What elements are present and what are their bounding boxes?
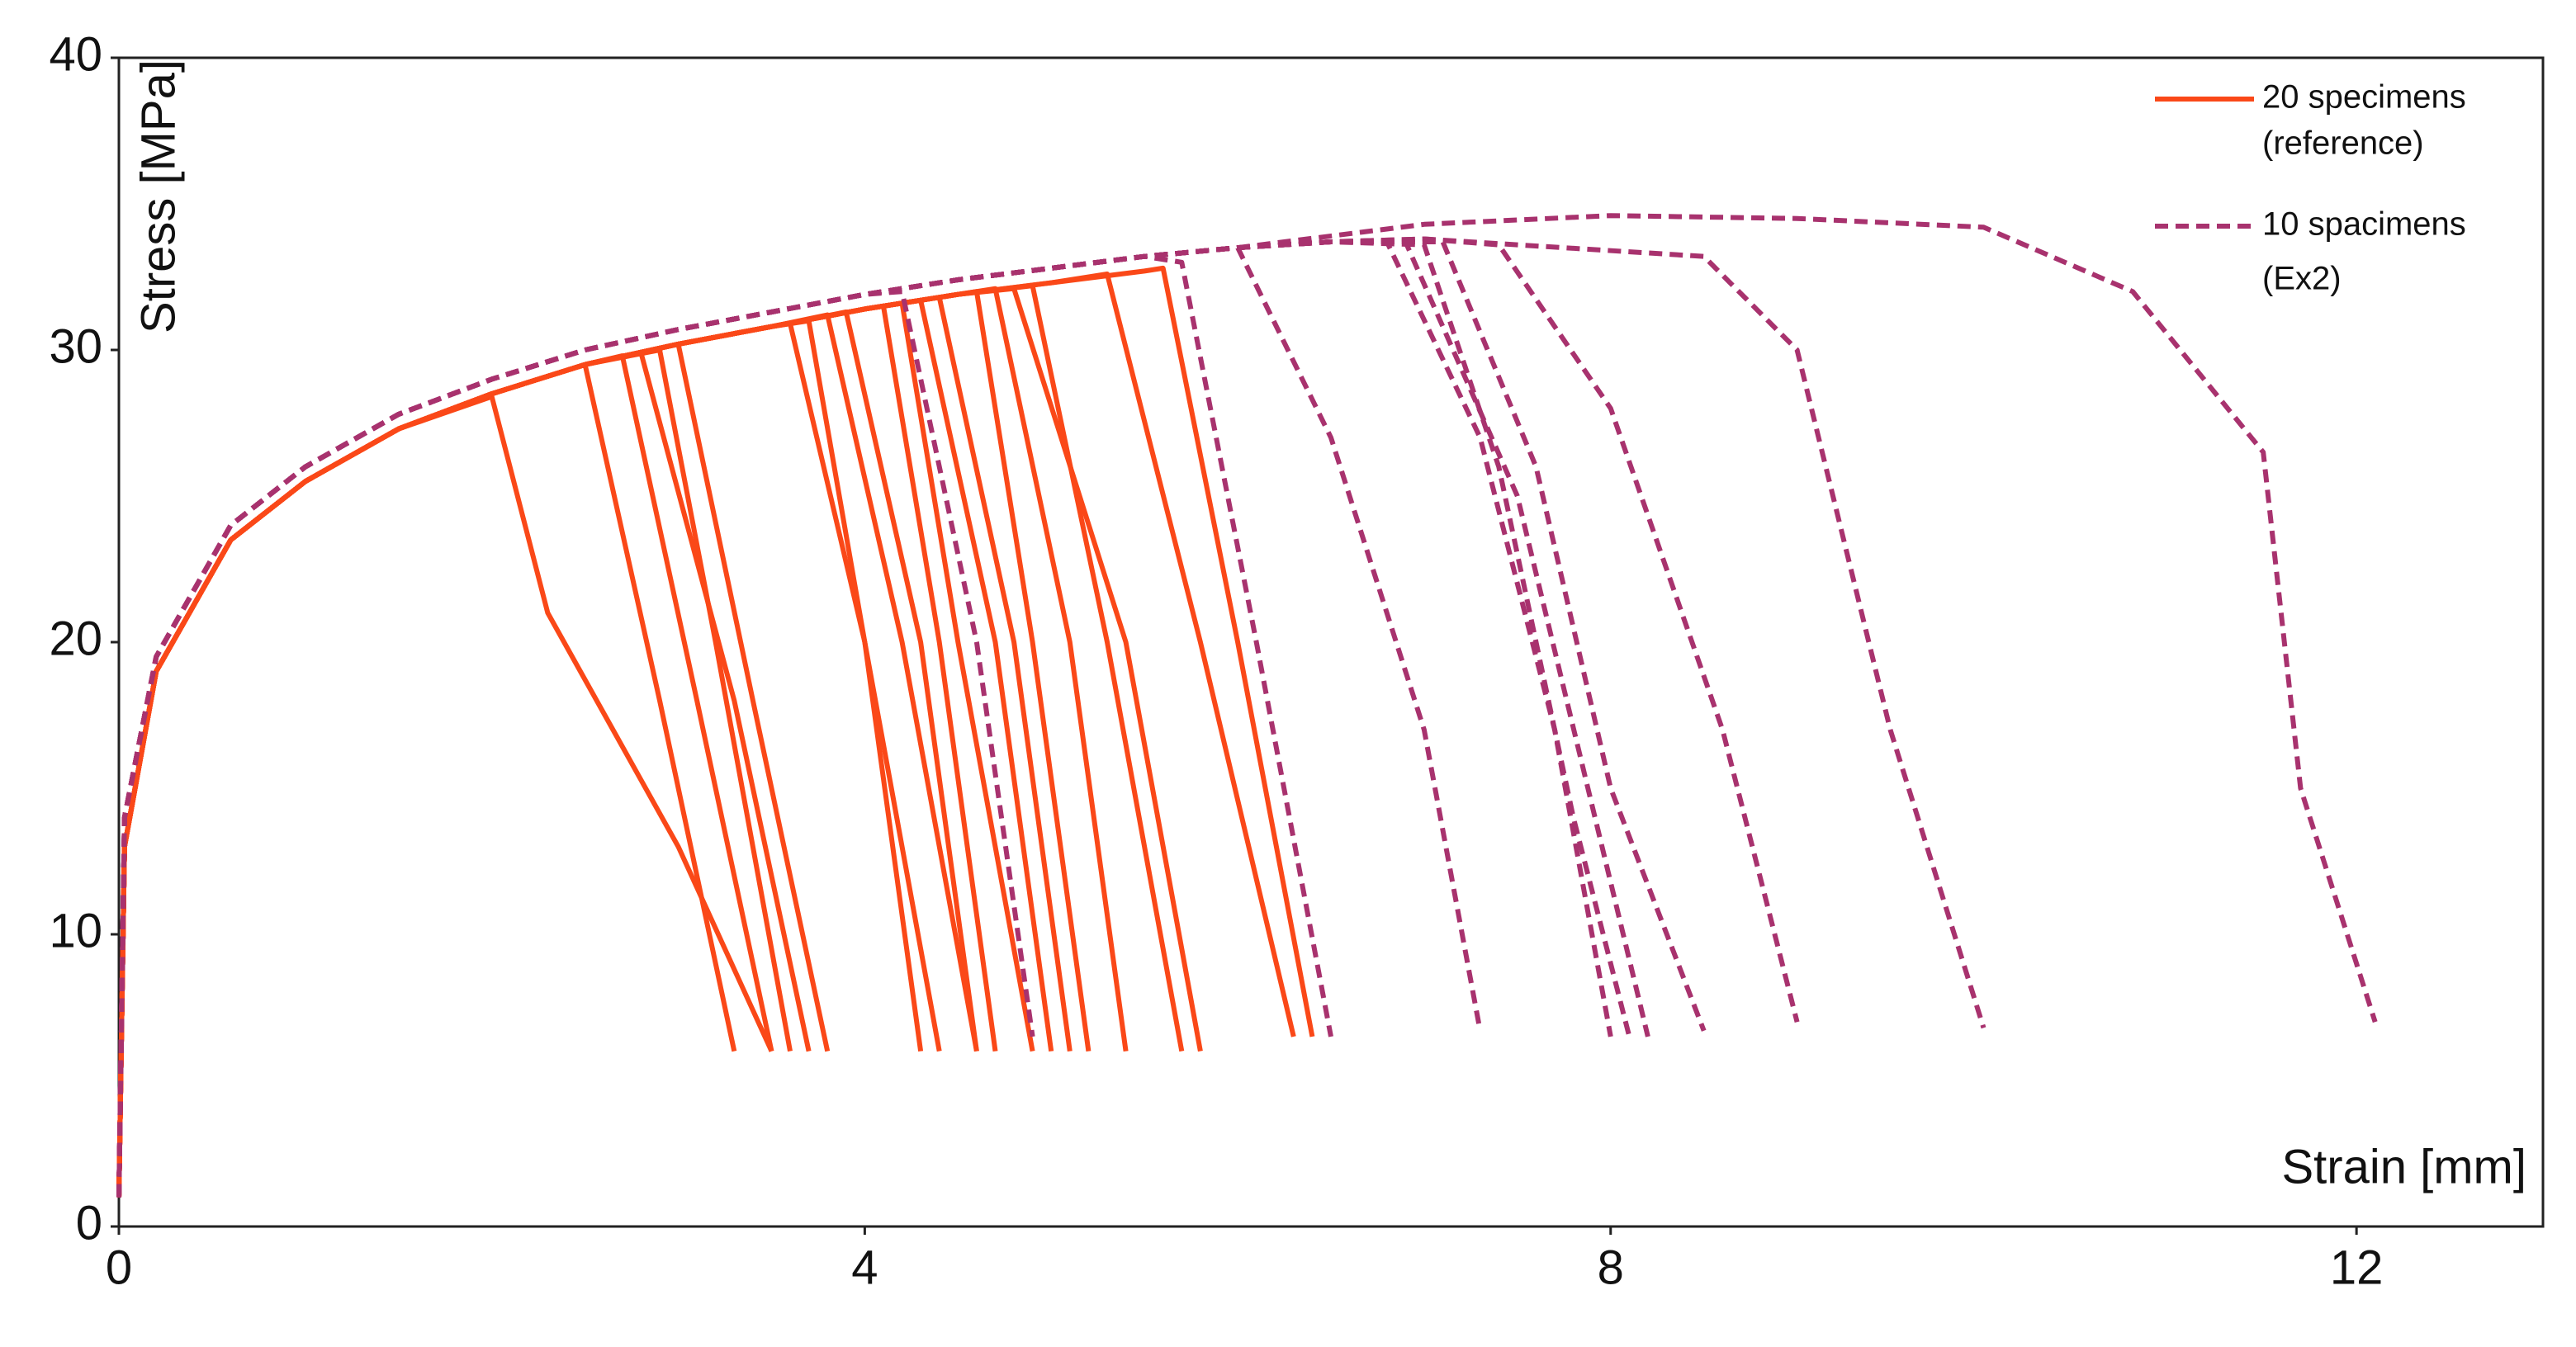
specimen-curve: [116, 347, 793, 1198]
y-tick-label: 40: [49, 27, 102, 81]
x-tick-label: 4: [851, 1241, 878, 1294]
specimen-curve: [116, 312, 979, 1198]
specimen-curve: [116, 300, 1035, 1198]
specimen-curve: [116, 213, 2378, 1198]
y-tick-label: 20: [49, 612, 102, 665]
y-tick-label: 10: [49, 904, 102, 957]
specimen-curve: [116, 245, 1483, 1198]
specimen-curve: [116, 310, 979, 1198]
specimen-curve: [116, 239, 1707, 1198]
specimen-curve: [116, 318, 924, 1198]
specimen-curve: [116, 341, 831, 1198]
y-tick-label: 0: [76, 1196, 102, 1250]
specimen-curve: [116, 253, 1333, 1198]
plot-frame: [117, 56, 2545, 1228]
x-tick-label: 8: [1598, 1241, 1624, 1294]
specimen-curve: [116, 295, 1073, 1198]
legend-note: (Ex2): [2262, 261, 2342, 297]
specimen-curve: [116, 303, 998, 1198]
specimen-curve: [116, 265, 1315, 1198]
specimen-curve: [116, 289, 1035, 1198]
specimen-curve: [116, 289, 1091, 1198]
specimen-curve: [116, 297, 1054, 1198]
x-tick-label: 12: [2330, 1241, 2384, 1294]
specimen-curve: [116, 321, 942, 1198]
legend-label: 10 spacimens: [2262, 206, 2466, 243]
legend-note: (reference): [2262, 125, 2424, 162]
y-axis-title: Stress [MPa]: [131, 59, 185, 333]
legend-label: 20 specimens: [2262, 79, 2466, 116]
x-tick-label: 0: [106, 1241, 132, 1294]
y-tick-label: 30: [49, 319, 102, 373]
specimen-curve: [116, 394, 774, 1198]
x-axis-title: Strain [mm]: [2282, 1140, 2527, 1193]
